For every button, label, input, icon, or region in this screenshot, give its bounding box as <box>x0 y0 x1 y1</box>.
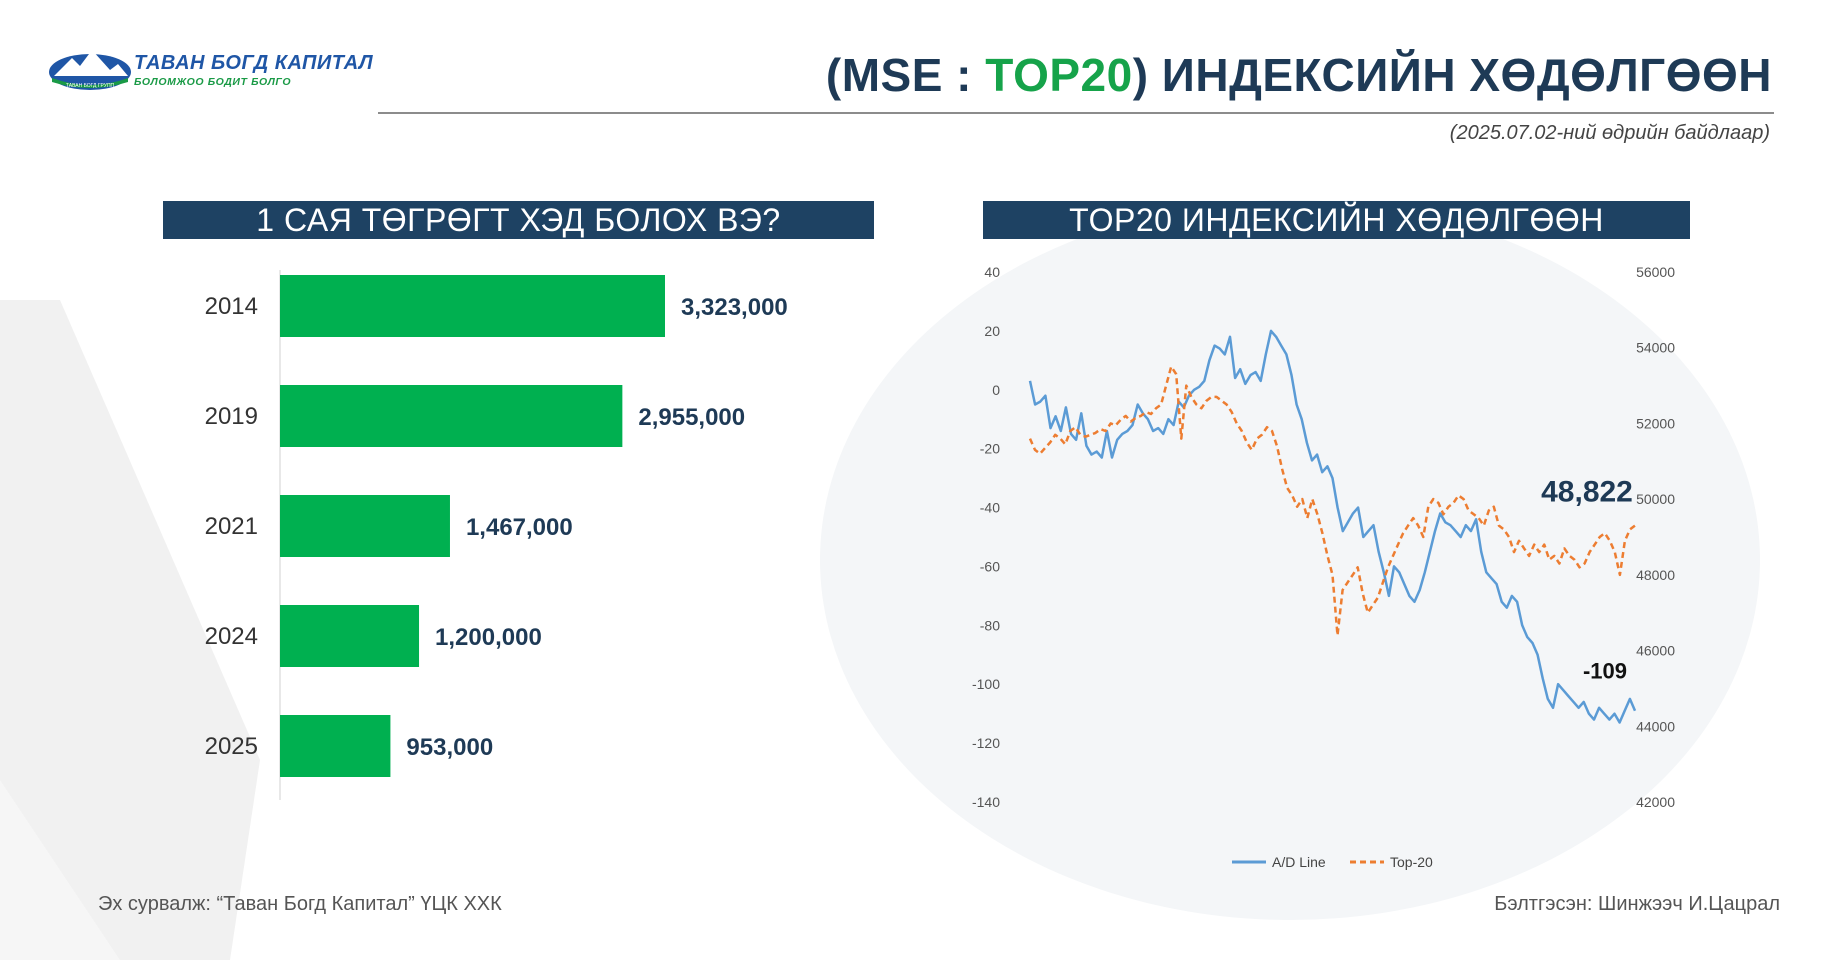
right-axis-tick: 48000 <box>1636 567 1675 583</box>
line-chart: 40 20 0 -20 -40 -60 -80 -100 -120 -140 56000 54000 5… <box>972 264 1675 870</box>
left-axis-tick: -100 <box>972 676 1000 692</box>
left-panel-title: 1 САЯ ТӨГРӨГТ ХЭД БОЛОХ ВЭ? <box>163 201 874 239</box>
category-label: 2021 <box>205 513 258 540</box>
right-axis-tick: 44000 <box>1636 718 1675 734</box>
mountain-logo-icon: ТАВАН БОГД ГРУПП <box>49 50 131 90</box>
legend-label: Top-20 <box>1390 854 1433 870</box>
date-note: (2025.07.02-ний өдрийн байдлаар) <box>1449 122 1770 144</box>
category-label: 2025 <box>205 733 258 760</box>
title-prefix: (MSE : <box>825 49 986 101</box>
left-axis-tick: -140 <box>972 794 1000 810</box>
bar-value-label: 3,323,000 <box>681 294 788 321</box>
page-title: (MSE : TOP20) ИНДЕКСИЙН ХӨДӨЛГӨӨН <box>826 48 1772 102</box>
top20-end-label: 48,822 <box>1541 476 1633 509</box>
title-suffix: ) ИНДЕКСИЙН ХӨДӨЛГӨӨН <box>1132 49 1772 101</box>
bar-2014 <box>280 275 665 337</box>
company-logo: ТАВАН БОГД ГРУПП ТАВАН БОГД КАПИТАЛ БОЛО… <box>48 46 373 94</box>
logo-slogan: БОЛОМЖОО БОДИТ БОЛГО <box>134 76 292 88</box>
category-label: 2014 <box>205 293 258 320</box>
bar-2019 <box>280 385 623 447</box>
bar-2024 <box>280 605 420 667</box>
left-axis-tick: -20 <box>980 441 1000 457</box>
bar-value-label: 953,000 <box>406 734 493 761</box>
right-axis-tick: 50000 <box>1636 491 1675 507</box>
bar-value-label: 1,467,000 <box>466 514 573 541</box>
logo-badge-text: ТАВАН БОГД ГРУПП <box>66 83 115 89</box>
right-axis-tick: 52000 <box>1636 415 1675 431</box>
title-divider <box>378 112 1774 114</box>
bar-value-label: 1,200,000 <box>435 624 542 651</box>
left-axis-tick: 20 <box>984 323 1000 339</box>
left-axis-tick: -40 <box>980 500 1000 516</box>
source-note: Эх сурвалж: “Таван Богд Капитал” ҮЦК ХХК <box>98 893 502 915</box>
logo-company-name: ТАВАН БОГД КАПИТАЛ <box>134 52 374 74</box>
title-accent: TOP20 <box>985 49 1133 101</box>
left-axis-tick: 0 <box>992 382 1000 398</box>
bar-2025 <box>280 715 391 777</box>
bar-value-label: 2,955,000 <box>638 404 745 431</box>
left-axis-tick: -60 <box>980 558 1000 574</box>
ad-line-end-label: -109 <box>1583 659 1627 684</box>
left-axis-tick: 40 <box>984 264 1000 280</box>
series-line-ad-line <box>1028 329 1637 724</box>
prepared-by-note: Бэлтгэсэн: Шинжээч И.Цацрал <box>1494 893 1780 915</box>
right-panel-title: TOP20 ИНДЕКСИЙН ХӨДӨЛГӨӨН <box>983 201 1690 239</box>
category-label: 2024 <box>205 623 258 650</box>
left-axis-tick: -120 <box>972 735 1000 751</box>
right-axis-tick: 56000 <box>1636 264 1675 280</box>
right-axis-tick: 42000 <box>1636 794 1675 810</box>
category-label: 2019 <box>205 403 258 430</box>
legend-label: A/D Line <box>1272 854 1326 870</box>
series-line-top20 <box>1028 365 1636 637</box>
left-axis-tick: -80 <box>980 617 1000 633</box>
right-axis-tick: 46000 <box>1636 643 1675 659</box>
right-axis-tick: 54000 <box>1636 340 1675 356</box>
bar-2021 <box>280 495 450 557</box>
bar-chart: 2014 3,323,000 2019 2,955,000 2021 1,467,000 2… <box>205 270 788 800</box>
